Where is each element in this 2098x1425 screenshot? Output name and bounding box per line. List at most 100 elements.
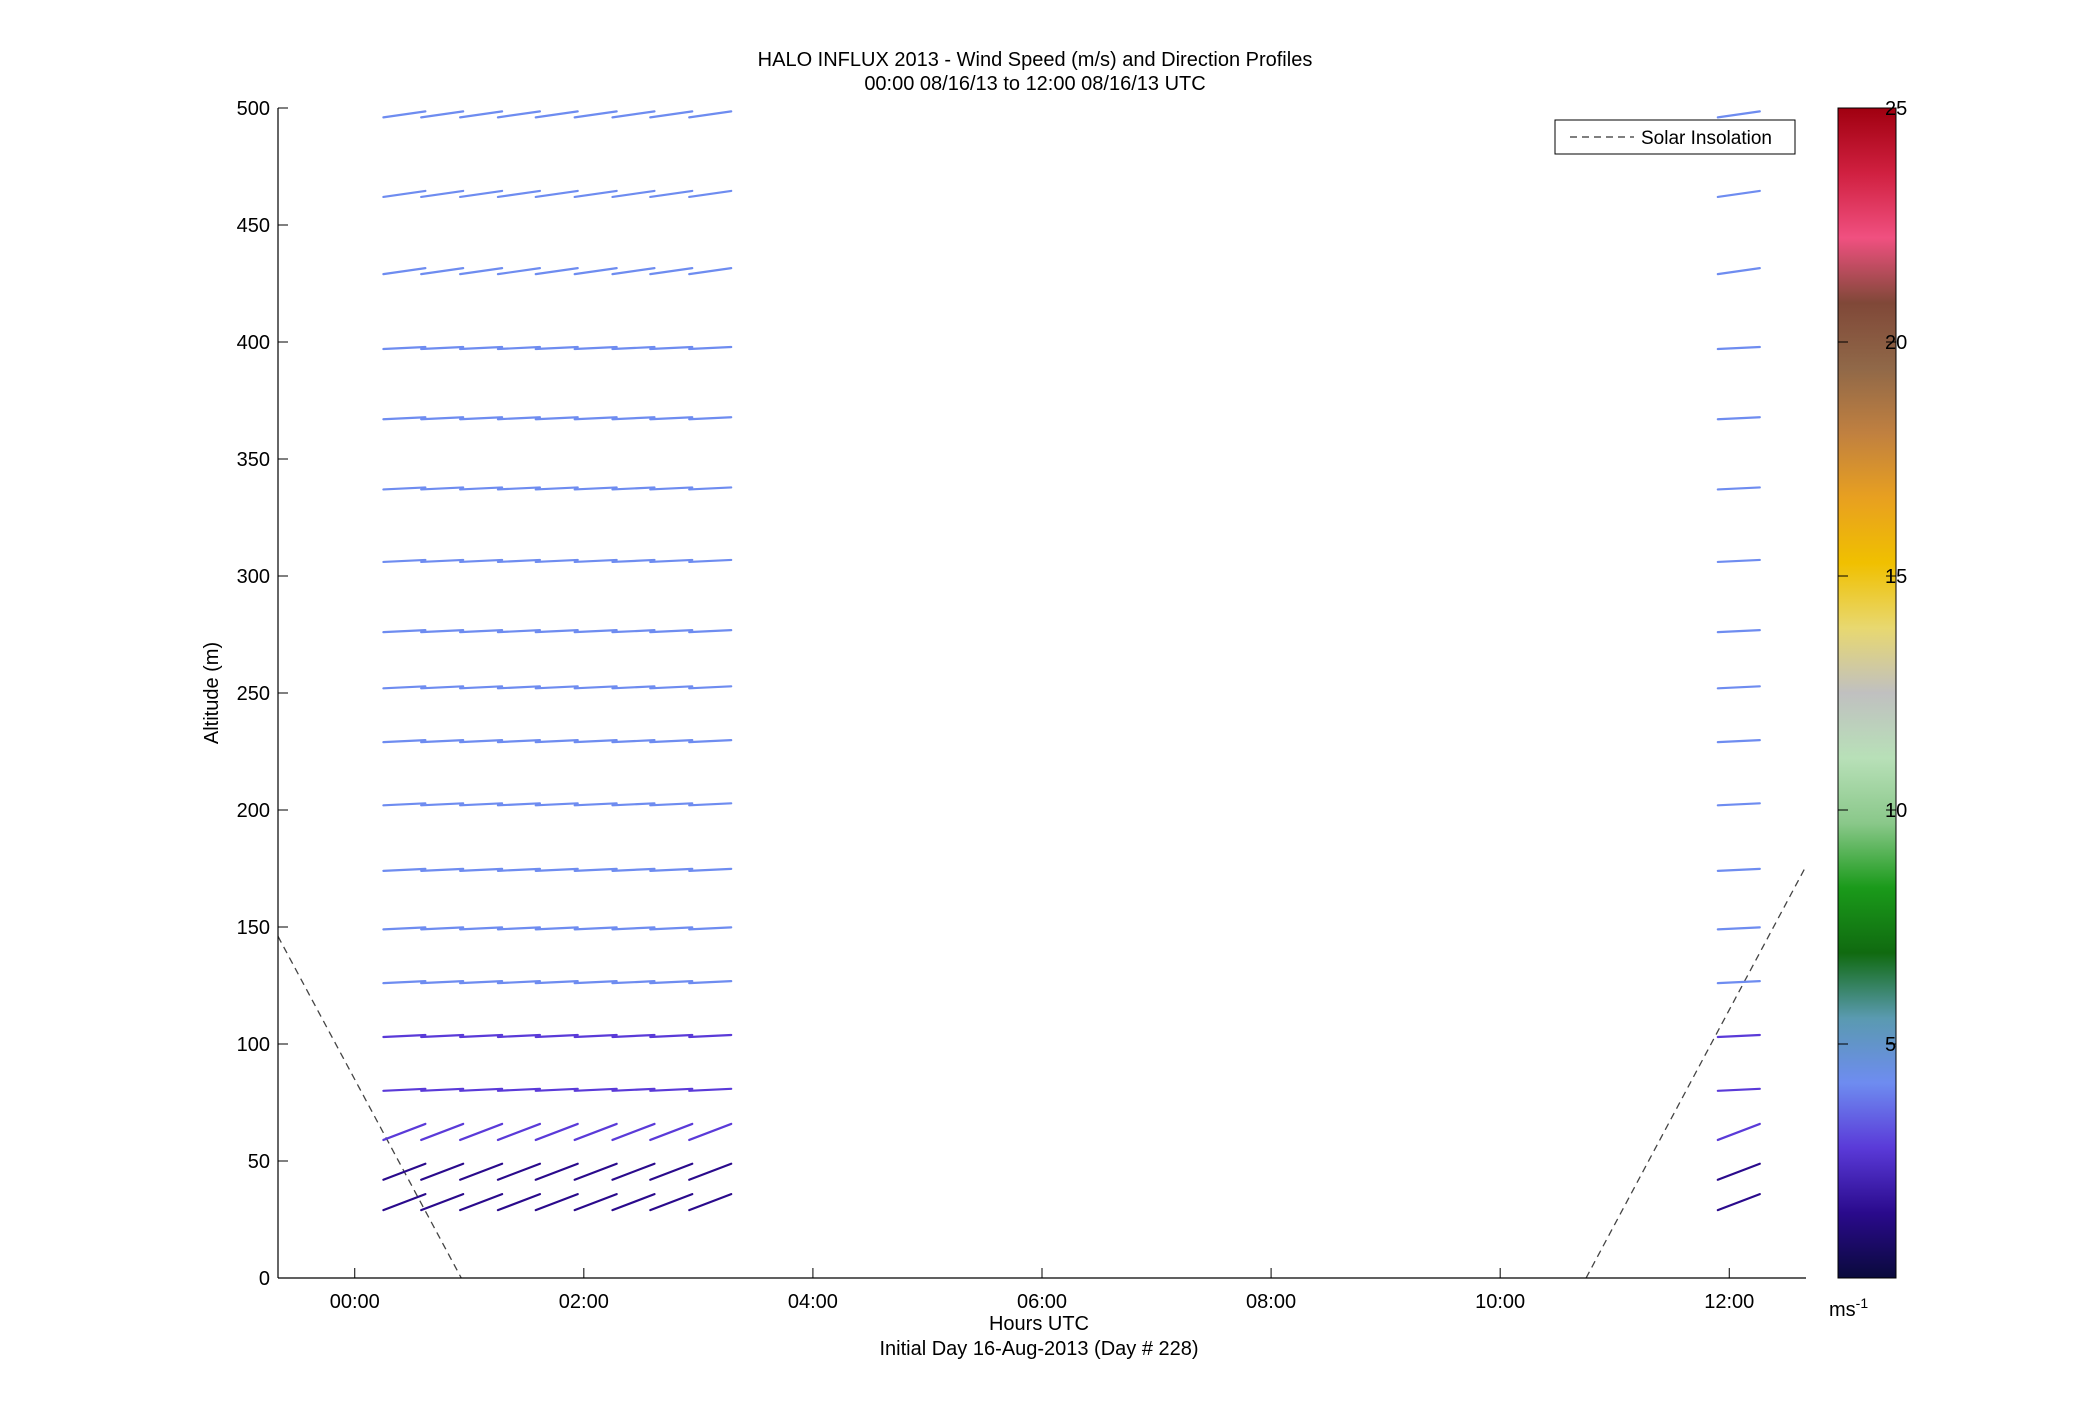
wind-barb [611,739,656,744]
wind-barb [382,416,427,421]
wind-barb [1716,558,1761,564]
wind-barb [688,110,733,119]
wind-barb [649,345,694,351]
wind-barb [534,345,579,351]
wind-barb [420,558,465,564]
wind-barb [573,1162,618,1181]
y-tick-label: 350 [237,449,270,471]
wind-barb [496,486,542,491]
wind-barb [496,629,542,634]
wind-barb [573,345,618,351]
wind-barb [1716,267,1761,276]
wind-barb [649,558,694,564]
wind-barb [573,486,618,491]
y-tick-label: 300 [237,566,270,588]
wind-barb [1716,416,1761,421]
wind-barb [611,685,656,690]
wind-barb [534,980,579,985]
wind-barb [611,980,656,985]
wind-barb [573,1193,618,1212]
wind-barb [534,867,579,872]
wind-barb [573,867,618,872]
wind-barb [649,629,694,634]
wind-barb [496,1033,542,1039]
wind-barb [420,416,465,421]
colorbar-tick-label: 10 [1885,800,1907,822]
wind-barb [420,739,465,744]
wind-barb [688,1087,733,1092]
wind-barb [688,1193,733,1212]
x-tick-label: 12:00 [1704,1291,1754,1313]
x-tick-label: 00:00 [330,1291,380,1313]
wind-barb [611,802,656,807]
wind-barb [382,110,427,119]
wind-barb [459,1122,504,1142]
y-tick-label: 200 [237,800,270,822]
wind-barb [534,416,579,421]
wind-barb [534,1162,579,1181]
colorbar-scale [1837,107,1897,1279]
wind-barb [420,1193,465,1212]
colorbar: 5 10 15 20 25 ms-1 [1829,98,1907,1321]
wind-barb [459,629,504,634]
wind-barb [420,1033,465,1039]
wind-barb [534,558,579,564]
wind-barb [611,1087,656,1092]
wind-barb [382,1122,427,1142]
wind-barb [1716,926,1761,931]
x-axis-ticks: 00:00 02:00 04:00 06:00 08:00 10:00 12:00 [330,1268,1754,1313]
wind-barb [496,926,542,931]
wind-barbs [382,110,1761,1212]
wind-barb [649,1193,694,1212]
wind-barb [496,416,542,421]
x-tick-label: 04:00 [788,1291,838,1313]
wind-barb [382,345,427,351]
wind-barb [382,267,427,276]
wind-barb [573,685,618,690]
wind-barb [649,267,694,276]
wind-barb [649,739,694,744]
wind-barb [420,189,465,199]
wind-barb [459,685,504,690]
wind-barb [688,1122,733,1142]
wind-barb [688,867,733,872]
wind-barb [611,629,656,634]
wind-barb [459,802,504,807]
wind-barb [1716,629,1761,634]
y-tick-label: 150 [237,917,270,939]
wind-barb [382,486,427,491]
wind-barb [382,739,427,744]
wind-barb [496,980,542,985]
wind-barb [688,926,733,931]
wind-barb [420,802,465,807]
wind-barb [496,685,542,690]
wind-barb [459,1087,504,1092]
wind-barb [573,189,618,199]
wind-barb [382,1033,427,1039]
wind-barb [688,739,733,744]
wind-barb [496,739,542,744]
plot-area [278,108,1806,1278]
y-tick-label: 400 [237,332,270,354]
wind-barb [649,189,694,199]
wind-barb [573,267,618,276]
wind-barb [649,926,694,931]
wind-barb [688,267,733,276]
y-tick-label: 500 [237,98,270,120]
wind-barb [1716,189,1761,199]
wind-barb [649,980,694,985]
wind-barb [382,1087,427,1092]
wind-barb [459,267,504,276]
wind-barb [1716,980,1761,985]
plot-background [278,108,1806,1278]
wind-barb [573,926,618,931]
y-tick-label: 50 [248,1151,270,1173]
wind-barb [496,1087,542,1092]
wind-barb [573,802,618,807]
y-tick-label: 100 [237,1034,270,1056]
wind-barb [420,685,465,690]
wind-barb [382,685,427,690]
wind-barb [688,1162,733,1181]
wind-barb [1716,486,1761,491]
